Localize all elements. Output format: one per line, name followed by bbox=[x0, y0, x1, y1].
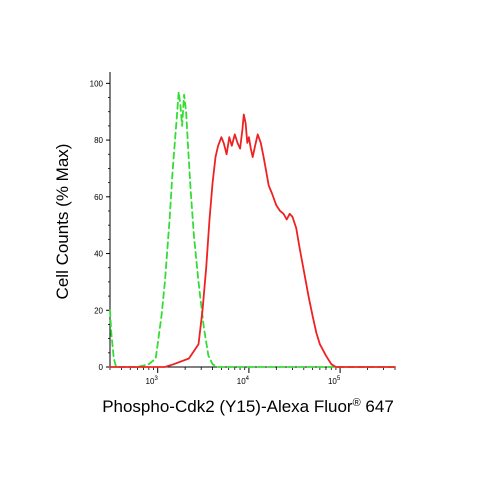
x-axis-title: Phospho-Cdk2 (Y15)-Alexa Fluor® 647 bbox=[102, 397, 394, 416]
y-tick-label: 40 bbox=[94, 250, 103, 259]
x-tick-label: 103 bbox=[146, 376, 159, 386]
y-tick-label: 20 bbox=[94, 306, 103, 315]
y-tick-label: 80 bbox=[94, 136, 103, 145]
y-tick-label: 60 bbox=[94, 193, 103, 202]
x-tick-label: 104 bbox=[237, 376, 250, 386]
y-axis-title: Cell Counts (% Max) bbox=[53, 144, 72, 300]
x-tick-label: 105 bbox=[328, 376, 341, 386]
sample-histogram-line bbox=[109, 113, 396, 368]
y-tick-label: 100 bbox=[90, 79, 104, 88]
y-tick-label: 0 bbox=[99, 363, 104, 372]
control-histogram-line bbox=[109, 91, 396, 368]
